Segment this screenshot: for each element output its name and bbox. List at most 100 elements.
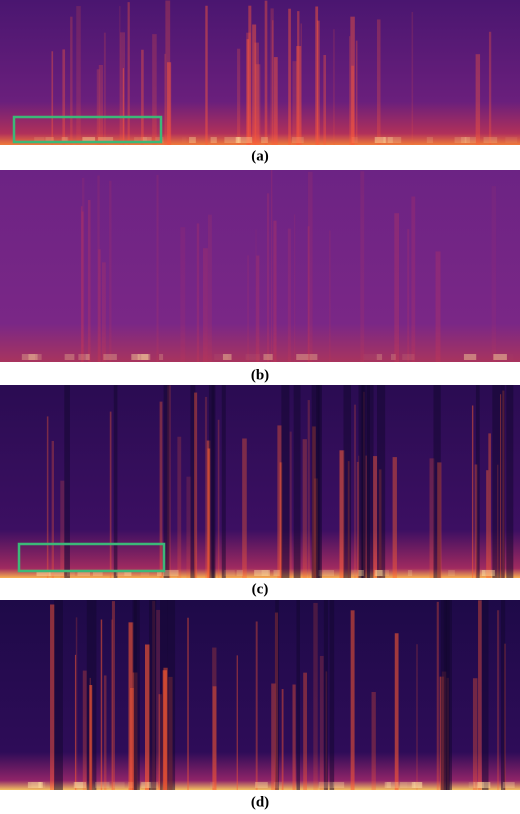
- streak: [217, 419, 220, 578]
- streak: [97, 175, 100, 362]
- streak: [426, 137, 433, 143]
- streak: [483, 137, 498, 143]
- streak: [500, 394, 502, 578]
- streak: [273, 220, 277, 362]
- streak: [296, 354, 309, 360]
- streak: [141, 782, 151, 788]
- streak: [475, 54, 481, 145]
- spectral-streaks: [21, 0, 518, 790]
- streak: [124, 570, 132, 576]
- streak: [272, 20, 274, 145]
- streak: [103, 675, 107, 790]
- streak: [266, 193, 270, 362]
- streak: [274, 612, 279, 790]
- streak: [164, 53, 167, 146]
- streak: [287, 228, 291, 362]
- streak: [270, 170, 273, 362]
- streak: [64, 354, 75, 360]
- streak: [82, 670, 87, 790]
- streak: [36, 570, 51, 576]
- streak: [373, 570, 389, 576]
- streak: [339, 450, 345, 578]
- streak: [297, 11, 300, 146]
- streak: [374, 137, 386, 143]
- streak: [365, 455, 367, 578]
- streak: [203, 248, 208, 362]
- streak: [89, 685, 93, 790]
- streak: [296, 600, 300, 790]
- spectrogram-d: [0, 600, 520, 790]
- streak: [112, 782, 125, 788]
- streak: [413, 782, 422, 788]
- streak: [254, 42, 259, 146]
- streak: [237, 48, 241, 145]
- streak: [62, 137, 69, 143]
- streak: [60, 480, 65, 578]
- streak: [248, 5, 252, 146]
- streak: [246, 32, 251, 145]
- streak: [122, 68, 125, 145]
- streak: [82, 137, 96, 143]
- streak: [505, 137, 518, 143]
- streak: [80, 206, 83, 362]
- streak: [307, 226, 310, 362]
- streak: [137, 354, 151, 360]
- streak: [245, 354, 261, 360]
- streak: [377, 385, 386, 578]
- streak: [270, 8, 274, 146]
- streak: [477, 782, 491, 788]
- streak: [66, 570, 75, 576]
- streak: [54, 600, 63, 790]
- streak: [75, 617, 78, 790]
- streak: [156, 609, 161, 790]
- streak: [436, 601, 439, 790]
- streak: [111, 601, 115, 790]
- streak: [204, 396, 208, 578]
- streak: [159, 401, 163, 578]
- streak: [167, 62, 172, 146]
- streak: [28, 354, 36, 360]
- spectrogram-a: [0, 0, 520, 145]
- streak: [463, 354, 477, 360]
- streak: [103, 354, 117, 360]
- streak: [128, 622, 134, 790]
- streak: [77, 570, 90, 576]
- streak: [147, 782, 159, 788]
- streak: [333, 29, 335, 145]
- streak: [454, 137, 470, 143]
- streak: [148, 600, 157, 790]
- streak: [100, 619, 103, 790]
- streak: [501, 385, 505, 578]
- streak: [93, 600, 97, 790]
- streak: [358, 570, 364, 576]
- streak: [318, 782, 334, 788]
- streak: [210, 137, 217, 143]
- streak: [493, 354, 507, 360]
- streak: [506, 385, 514, 578]
- streak: [376, 19, 381, 145]
- streak: [263, 354, 273, 360]
- streak: [311, 385, 319, 578]
- streak: [140, 570, 150, 576]
- streak: [165, 0, 171, 145]
- streak: [255, 621, 258, 790]
- streak: [358, 385, 364, 578]
- streak: [478, 600, 482, 790]
- streak: [488, 31, 492, 145]
- streak: [31, 782, 46, 788]
- streak: [78, 354, 86, 360]
- streak: [360, 171, 365, 362]
- streak: [95, 782, 110, 788]
- streak: [303, 672, 307, 790]
- spectrogram-c: [0, 385, 520, 578]
- streak: [46, 416, 49, 578]
- streak: [281, 689, 284, 790]
- streak: [98, 64, 103, 145]
- streak: [289, 431, 292, 578]
- streak: [396, 782, 408, 788]
- streak: [509, 354, 513, 360]
- panel-label: (d): [251, 794, 269, 810]
- streak: [224, 570, 235, 576]
- streak: [288, 8, 291, 145]
- streak: [486, 470, 489, 578]
